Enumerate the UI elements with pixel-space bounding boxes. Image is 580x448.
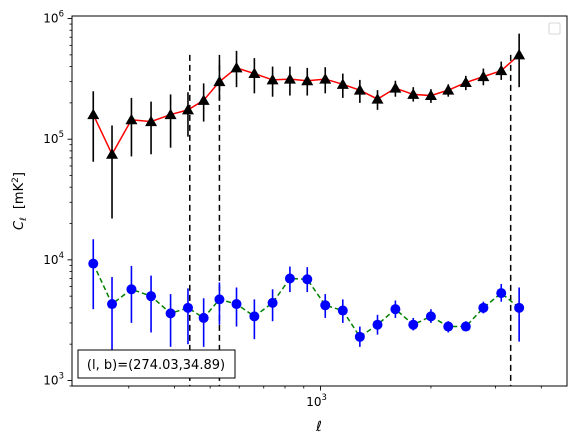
y-axis-label-unit-superscript: 2 xyxy=(11,177,21,183)
axis-ticks: 103 104 105 106 103 xyxy=(43,10,542,409)
data-point xyxy=(249,311,260,322)
data-point xyxy=(284,273,295,284)
data-point xyxy=(198,312,209,323)
data-point xyxy=(182,302,193,313)
data-point xyxy=(460,321,471,332)
data-point xyxy=(496,288,507,299)
y-axis-label-unit-close: ] xyxy=(12,172,27,177)
data-point xyxy=(106,148,119,159)
data-point xyxy=(107,299,118,310)
triangle-series xyxy=(87,33,526,219)
data-point xyxy=(88,258,99,269)
data-point xyxy=(125,113,138,125)
y-axis-label: Cℓ [mK2] xyxy=(11,172,29,230)
vertical-dashed-lines xyxy=(189,54,512,386)
data-point xyxy=(477,70,490,82)
data-point xyxy=(353,84,366,95)
data-point xyxy=(87,108,100,120)
data-point xyxy=(442,84,455,95)
annotation-box xyxy=(77,349,236,379)
data-point xyxy=(371,93,384,104)
data-point xyxy=(407,88,420,99)
annotation-text: (l, b)=(274.03,34.89) xyxy=(87,358,225,373)
data-point xyxy=(424,89,437,101)
data-point xyxy=(231,299,242,310)
coordinate-annotation: (l, b)=(274.03,34.89) xyxy=(77,349,236,379)
plot-frame xyxy=(71,15,568,387)
data-point xyxy=(301,74,314,86)
y-tick-label: 106 xyxy=(43,10,64,26)
x-tick-label: 103 xyxy=(306,393,327,409)
data-point xyxy=(283,73,296,84)
data-point xyxy=(319,73,332,84)
data-point xyxy=(390,304,401,315)
data-point xyxy=(126,284,137,295)
x-axis-label: ℓ xyxy=(315,419,322,435)
data-point xyxy=(146,291,157,302)
data-point xyxy=(320,300,331,311)
data-point xyxy=(302,274,313,285)
data-point xyxy=(266,73,279,85)
data-point xyxy=(248,67,261,79)
data-point xyxy=(408,319,419,330)
data-point xyxy=(514,302,525,313)
circle-series xyxy=(88,239,525,360)
data-series xyxy=(87,33,526,360)
data-point xyxy=(336,78,349,89)
data-point xyxy=(495,64,508,76)
series-line xyxy=(92,54,520,156)
data-point xyxy=(425,311,436,322)
data-point xyxy=(230,61,243,73)
empty-legend-box xyxy=(548,22,561,35)
data-point xyxy=(459,76,472,88)
data-point xyxy=(372,319,383,330)
y-tick-label: 104 xyxy=(43,251,64,267)
data-point xyxy=(145,115,158,127)
data-point xyxy=(164,108,177,120)
data-point xyxy=(197,94,210,105)
y-axis-label-subscript: ℓ xyxy=(19,217,29,222)
y-axis-label-unit: [mK xyxy=(12,182,27,209)
data-point xyxy=(513,48,526,60)
y-tick-label: 103 xyxy=(43,371,64,387)
data-point xyxy=(213,75,226,87)
data-point xyxy=(267,297,278,308)
data-point xyxy=(165,308,176,319)
data-point xyxy=(389,82,402,93)
data-point xyxy=(443,321,454,332)
data-point xyxy=(214,294,225,305)
data-point xyxy=(478,302,489,313)
data-point xyxy=(337,305,348,316)
y-tick-label: 105 xyxy=(43,130,64,146)
data-point xyxy=(181,103,194,115)
data-point xyxy=(354,331,365,342)
y-axis-label-symbol: C xyxy=(12,220,27,230)
